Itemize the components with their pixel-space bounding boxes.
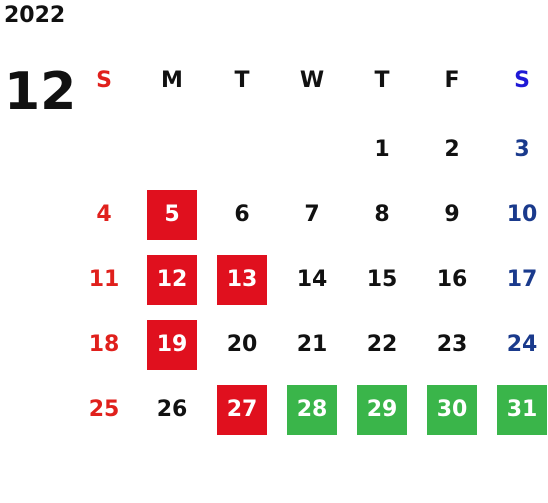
weekday-header-sunday: S [96,68,112,93]
day-cell-7: 7 [304,202,320,227]
month-number: 12 [4,62,77,122]
day-cell-31: 31 [497,385,547,435]
day-cell-29: 29 [357,385,407,435]
day-cell-25: 25 [88,397,120,422]
day-cell-18: 18 [88,332,120,357]
day-cell-9: 9 [444,202,460,227]
weekday-header-wednesday: W [299,68,325,93]
day-cell-4: 4 [96,202,112,227]
year-label: 2022 [4,3,66,28]
day-cell-16: 16 [436,267,468,292]
day-cell-28: 28 [287,385,337,435]
weekday-header-friday: F [444,68,460,93]
day-cell-3: 3 [514,137,530,162]
day-cell-24: 24 [506,332,538,357]
day-cell-21: 21 [296,332,328,357]
weekday-header-monday: M [161,68,183,93]
day-cell-27: 27 [217,385,267,435]
day-cell-11: 11 [88,267,120,292]
weekday-header-thursday: T [374,68,390,93]
day-cell-5: 5 [147,190,197,240]
weekday-header-saturday: S [514,68,530,93]
day-cell-14: 14 [296,267,328,292]
day-cell-2: 2 [444,137,460,162]
day-cell-10: 10 [506,202,538,227]
day-cell-8: 8 [374,202,390,227]
day-cell-30: 30 [427,385,477,435]
day-cell-13: 13 [217,255,267,305]
day-cell-6: 6 [234,202,250,227]
day-cell-22: 22 [366,332,398,357]
weekday-header-tuesday: T [234,68,250,93]
day-cell-19: 19 [147,320,197,370]
day-cell-26: 26 [156,397,188,422]
day-cell-12: 12 [147,255,197,305]
day-cell-15: 15 [366,267,398,292]
day-cell-20: 20 [226,332,258,357]
day-cell-17: 17 [506,267,538,292]
day-cell-23: 23 [436,332,468,357]
day-cell-1: 1 [374,137,390,162]
